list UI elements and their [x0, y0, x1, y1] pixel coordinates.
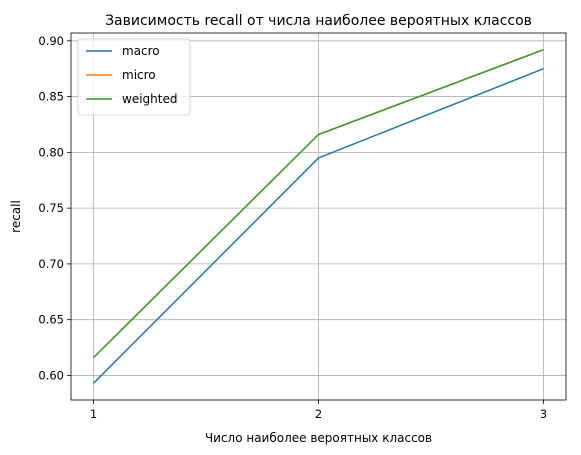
y-tick-label: 0.90	[38, 34, 64, 48]
legend-box	[77, 38, 191, 116]
y-tick-label: 0.60	[38, 368, 64, 382]
x-tick-label: 2	[315, 407, 322, 421]
series-lines	[92, 49, 544, 384]
grid-lines	[71, 33, 566, 400]
y-tick-label: 0.85	[38, 90, 64, 104]
legend-label-micro: micro	[122, 68, 156, 82]
axis-ticks: 1 2 3 0.60 0.65 0.70 0.75 0.80 0.85 0.90	[38, 34, 547, 421]
series-line-macro	[92, 68, 544, 384]
legend-label-macro: macro	[122, 44, 160, 58]
y-tick-label: 0.80	[38, 145, 64, 159]
chart-title: Зависимость recall от числа наиболее вер…	[105, 13, 532, 29]
y-axis-label: recall	[9, 200, 23, 233]
legend-label-weighted: weighted	[122, 92, 177, 106]
y-tick-label: 0.75	[38, 201, 64, 215]
x-axis-label: Число наиболее вероятных классов	[205, 431, 432, 445]
y-tick-label: 0.65	[38, 313, 64, 327]
x-tick-label: 3	[540, 407, 547, 421]
y-tick-label: 0.70	[38, 257, 64, 271]
x-tick-label: 1	[90, 407, 97, 421]
legend: macro micro weighted	[77, 38, 191, 116]
series-line-weighted	[92, 49, 544, 359]
